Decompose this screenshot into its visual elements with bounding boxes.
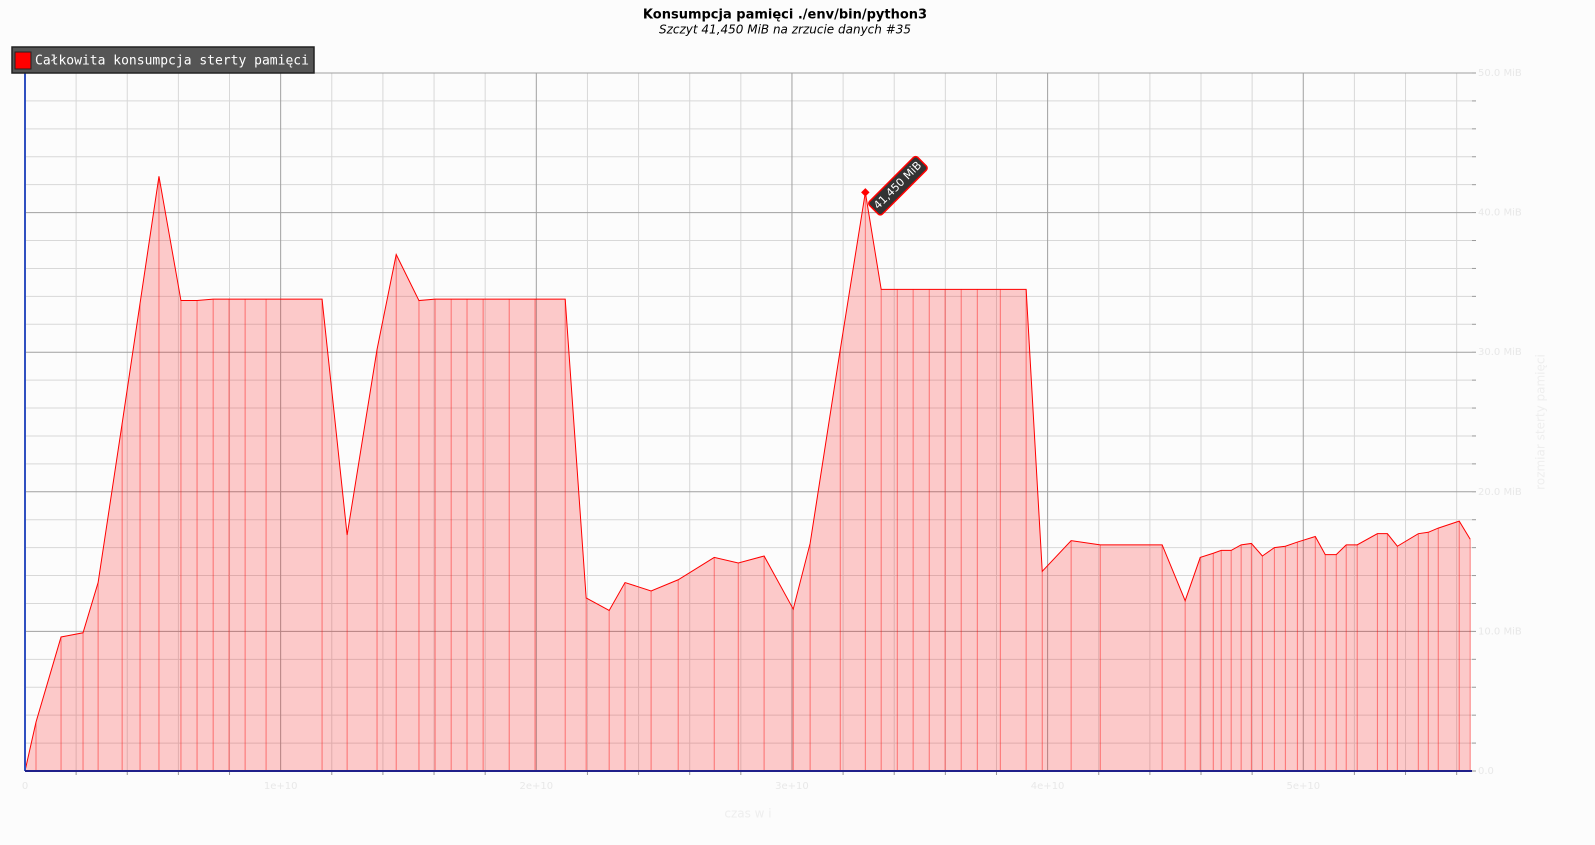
y-tick-label: 10.0 MiB bbox=[1478, 626, 1522, 637]
x-tick-label: 2e+10 bbox=[519, 781, 553, 792]
x-tick-label: 0 bbox=[22, 781, 28, 792]
area bbox=[25, 176, 1471, 771]
x-axis-label: czas w i bbox=[724, 807, 771, 821]
legend-box bbox=[11, 46, 315, 74]
chart-title: Konsumpcja pamięci ./env/bin/python3 bbox=[643, 8, 927, 23]
y-tick-label: 30.0 MiB bbox=[1478, 347, 1522, 358]
x-tick-label: 1e+10 bbox=[264, 781, 298, 792]
x-tick-label: 5e+10 bbox=[1286, 781, 1320, 792]
peak-label-box bbox=[868, 155, 928, 216]
y-tick-label: 50.0 MiB bbox=[1478, 68, 1522, 79]
chart-subtitle: Szczyt 41,450 MiB na zrzucie danych #35 bbox=[659, 23, 911, 37]
plot-area bbox=[25, 73, 1472, 771]
y-tick-label: 20.0 MiB bbox=[1478, 487, 1522, 498]
y-tick-label: 0.0 bbox=[1478, 766, 1494, 777]
y-tick-label: 40.0 MiB bbox=[1478, 208, 1522, 219]
x-tick-label: 4e+10 bbox=[1031, 781, 1065, 792]
x-tick-label: 3e+10 bbox=[775, 781, 809, 792]
y-axis-label: rozmiar sterty pamięci bbox=[1534, 354, 1548, 490]
legend-label: Całkowita konsumpcja sterty pamięci bbox=[35, 54, 309, 69]
legend-swatch bbox=[14, 51, 32, 70]
